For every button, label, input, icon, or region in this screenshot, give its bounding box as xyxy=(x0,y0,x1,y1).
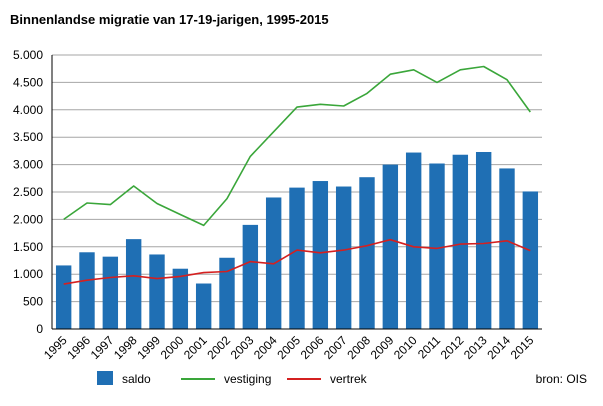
x-tick-label: 2009 xyxy=(368,333,397,362)
x-tick-label: 2000 xyxy=(158,333,187,362)
bar-saldo xyxy=(289,187,305,329)
x-tick-label: 2007 xyxy=(321,333,350,362)
y-tick-label: 1.500 xyxy=(13,240,43,254)
bar-saldo xyxy=(405,152,422,329)
x-tick-label: 2010 xyxy=(391,333,420,362)
chart-title: Binnenlandse migratie van 17-19-jarigen,… xyxy=(10,12,329,27)
line-vestiging xyxy=(63,65,531,227)
line-vertrek xyxy=(63,238,531,285)
bar-saldo xyxy=(475,151,492,329)
bar-saldo xyxy=(429,163,445,329)
x-tick-label: 1996 xyxy=(64,333,93,362)
y-tick-label: 500 xyxy=(23,295,43,309)
bar-saldo xyxy=(359,177,375,329)
source-note: bron: OIS xyxy=(535,372,587,386)
y-tick-label: 0 xyxy=(36,322,43,336)
bar-series-saldo xyxy=(55,151,539,329)
legend-label-saldo: saldo xyxy=(122,372,151,386)
y-tick-label: 5.000 xyxy=(13,48,43,62)
legend-swatch-vertrek xyxy=(287,378,321,380)
bar-saldo xyxy=(522,191,539,329)
legend-label-vestiging: vestiging xyxy=(224,372,272,386)
y-tick-label: 1.000 xyxy=(13,267,43,281)
bar-saldo xyxy=(55,265,72,329)
legend-label-vertrek: vertrek xyxy=(330,372,367,386)
y-tick-label: 4.500 xyxy=(13,75,43,89)
x-tick-label: 2008 xyxy=(344,333,373,362)
legend-swatch-saldo xyxy=(97,371,113,385)
bar-saldo xyxy=(335,186,352,329)
x-tick-label: 2012 xyxy=(438,333,467,362)
bar-saldo xyxy=(219,257,235,329)
y-tick-label: 3.000 xyxy=(13,158,43,172)
x-tick-label: 2005 xyxy=(274,333,303,362)
legend-swatch-vestiging xyxy=(181,378,215,380)
x-tick-label: 2001 xyxy=(181,333,210,362)
x-tick-label: 2003 xyxy=(228,333,257,362)
y-tick-label: 2.000 xyxy=(13,212,43,226)
bar-saldo xyxy=(102,256,119,329)
bar-saldo xyxy=(149,254,165,329)
bar-saldo xyxy=(499,168,515,329)
y-tick-label: 2.500 xyxy=(13,185,43,199)
x-tick-label: 1999 xyxy=(134,333,163,362)
y-tick-label: 3.500 xyxy=(13,130,43,144)
axes xyxy=(51,55,542,330)
y-axis-ticks: 0 500 1.000 1.500 2.000 2.500 3.000 3.500 4.000 4… xyxy=(13,48,43,336)
bar-saldo xyxy=(312,181,329,329)
x-tick-label: 2004 xyxy=(251,333,280,362)
x-axis-ticks: 1995199619971998199920002001200220032004… xyxy=(41,333,537,362)
bar-saldo xyxy=(125,239,142,329)
x-tick-label: 2006 xyxy=(298,333,327,362)
x-tick-label: 1995 xyxy=(41,333,70,362)
x-tick-label: 2015 xyxy=(508,333,537,362)
bar-saldo xyxy=(195,283,212,329)
bar-saldo xyxy=(172,268,189,329)
x-tick-label: 2013 xyxy=(461,333,490,362)
x-tick-label: 1997 xyxy=(88,333,117,362)
x-tick-label: 1998 xyxy=(111,333,140,362)
y-tick-label: 4.000 xyxy=(13,103,43,117)
x-tick-label: 2014 xyxy=(484,333,513,362)
bar-saldo xyxy=(79,252,95,329)
bar-saldo xyxy=(452,154,469,329)
line-series xyxy=(63,65,531,285)
x-tick-label: 2011 xyxy=(415,333,443,361)
x-tick-label: 2002 xyxy=(204,333,233,362)
bar-saldo xyxy=(382,164,399,329)
bar-saldo xyxy=(242,224,259,329)
